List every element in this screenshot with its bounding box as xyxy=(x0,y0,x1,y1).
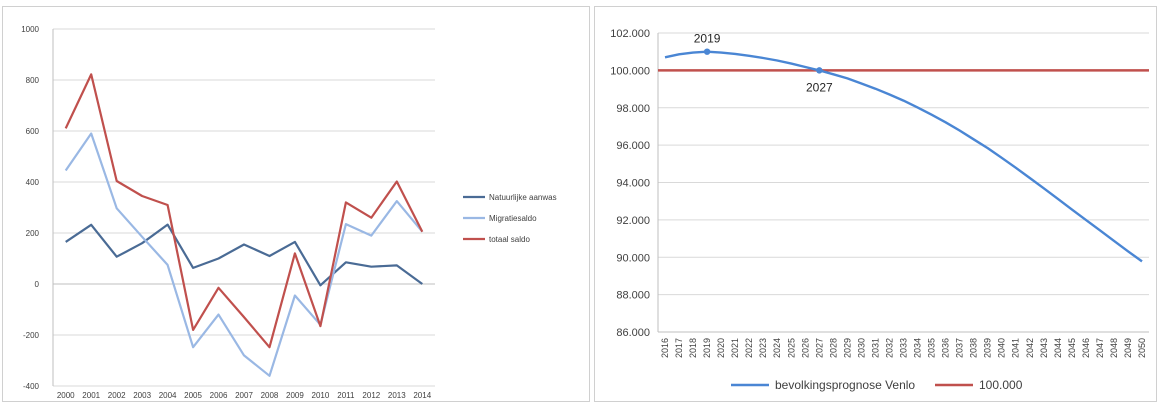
x-tick-label: 2021 xyxy=(730,338,740,358)
y-tick-label: 86.000 xyxy=(616,327,650,339)
annotation-marker xyxy=(703,48,711,55)
x-tick-label: 2027 xyxy=(814,338,824,358)
x-tick-label: 2014 xyxy=(413,391,431,400)
legend-label: bevolkingsprognose Venlo xyxy=(775,378,915,392)
x-tick-label: 2011 xyxy=(337,391,355,400)
y-tick-label: -200 xyxy=(23,331,40,340)
x-tick-label: 2004 xyxy=(159,391,177,400)
x-tick-label: 2035 xyxy=(927,338,937,358)
x-tick-label: 2012 xyxy=(362,391,380,400)
x-tick-label: 2017 xyxy=(674,338,684,358)
x-tick-label: 2033 xyxy=(899,338,909,358)
chart-right-panel: 86.000 88.000 90.000 92.000 94.000 96.000 98.0… xyxy=(594,6,1157,402)
y-tick-label: 200 xyxy=(26,229,40,238)
chart-left-svg: -400 -200 0 200 400 600 800 1000 2000 2001 2002 200… xyxy=(21,25,557,400)
y-tick-label: 400 xyxy=(26,178,40,187)
chart-right-svg: 86.000 88.000 90.000 92.000 94.000 96.000 98.0… xyxy=(610,28,1149,392)
x-tick-label: 2025 xyxy=(786,338,796,358)
x-tick-label: 2041 xyxy=(1011,338,1021,358)
y-tick-label: 88.000 xyxy=(616,290,650,302)
y-tick-label: 0 xyxy=(35,280,40,289)
x-tick-label: 2036 xyxy=(941,338,951,358)
x-tick-label: 2032 xyxy=(884,338,894,358)
x-tick-label: 2001 xyxy=(82,391,100,400)
x-tick-label: 2013 xyxy=(388,391,406,400)
x-tick-label: 2030 xyxy=(856,338,866,358)
y-tick-label: -400 xyxy=(23,382,40,391)
y-tick-label: 100.000 xyxy=(610,65,650,77)
x-tick-label: 2000 xyxy=(57,391,75,400)
x-tick-label: 2002 xyxy=(108,391,126,400)
x-tick-label: 2039 xyxy=(983,338,993,358)
x-tick-label: 2009 xyxy=(286,391,304,400)
forecast-line xyxy=(664,50,1143,263)
series-line-0 xyxy=(65,223,423,287)
x-tick-label: 2022 xyxy=(744,338,754,358)
legend-label: totaal saldo xyxy=(489,235,530,244)
x-tick-label: 2026 xyxy=(800,338,810,358)
x-tick-label: 2034 xyxy=(913,338,923,358)
annotation-label: 2027 xyxy=(806,80,833,94)
x-tick-label: 2019 xyxy=(702,338,712,358)
x-tick-label: 2038 xyxy=(969,338,979,358)
series-line-1 xyxy=(64,132,424,377)
x-tick-label: 2043 xyxy=(1039,338,1049,358)
x-tick-label: 2016 xyxy=(660,338,670,358)
x-tick-label: 2045 xyxy=(1067,338,1077,358)
annotation-marker xyxy=(816,67,823,74)
x-tick-label: 2010 xyxy=(312,391,330,400)
y-tick-label: 94.000 xyxy=(616,178,650,190)
x-tick-label: 2046 xyxy=(1081,338,1091,358)
series-line-2 xyxy=(64,73,424,349)
y-tick-label: 98.000 xyxy=(616,103,650,115)
x-tick-label: 2031 xyxy=(870,338,880,358)
x-tick-label: 2005 xyxy=(184,391,202,400)
x-tick-label: 2040 xyxy=(997,338,1007,358)
y-tick-label: 92.000 xyxy=(616,215,650,227)
y-tick-label: 102.000 xyxy=(610,28,650,40)
chart-left-panel: -400 -200 0 200 400 600 800 1000 2000 2001 2002 200… xyxy=(2,6,590,402)
x-tick-label: 2007 xyxy=(235,391,253,400)
x-tick-label: 2028 xyxy=(828,338,838,358)
y-tick-label: 800 xyxy=(26,76,40,85)
legend-label: Natuurlijke aanwas xyxy=(489,193,557,202)
y-tick-label: 96.000 xyxy=(616,140,650,152)
y-tick-label: 90.000 xyxy=(616,252,650,264)
y-tick-label: 600 xyxy=(26,127,40,136)
x-tick-label: 2008 xyxy=(261,391,279,400)
x-tick-label: 2006 xyxy=(210,391,228,400)
x-tick-label: 2029 xyxy=(842,338,852,358)
y-tick-label: 1000 xyxy=(21,25,39,34)
x-tick-label: 2047 xyxy=(1095,338,1105,358)
legend-label: 100.000 xyxy=(979,378,1023,392)
legend-label: Migratiesaldo xyxy=(489,214,537,223)
x-tick-label: 2037 xyxy=(955,338,965,358)
x-tick-label: 2024 xyxy=(772,338,782,358)
x-tick-label: 2048 xyxy=(1109,338,1119,358)
annotation-label: 2019 xyxy=(694,32,721,46)
x-tick-label: 2020 xyxy=(716,338,726,358)
x-tick-label: 2003 xyxy=(133,391,151,400)
x-tick-label: 2042 xyxy=(1025,338,1035,358)
x-tick-label: 2023 xyxy=(758,338,768,358)
x-tick-label: 2044 xyxy=(1053,338,1063,358)
x-tick-label: 2050 xyxy=(1137,338,1147,358)
x-tick-label: 2018 xyxy=(688,338,698,358)
x-tick-label: 2049 xyxy=(1123,338,1133,358)
